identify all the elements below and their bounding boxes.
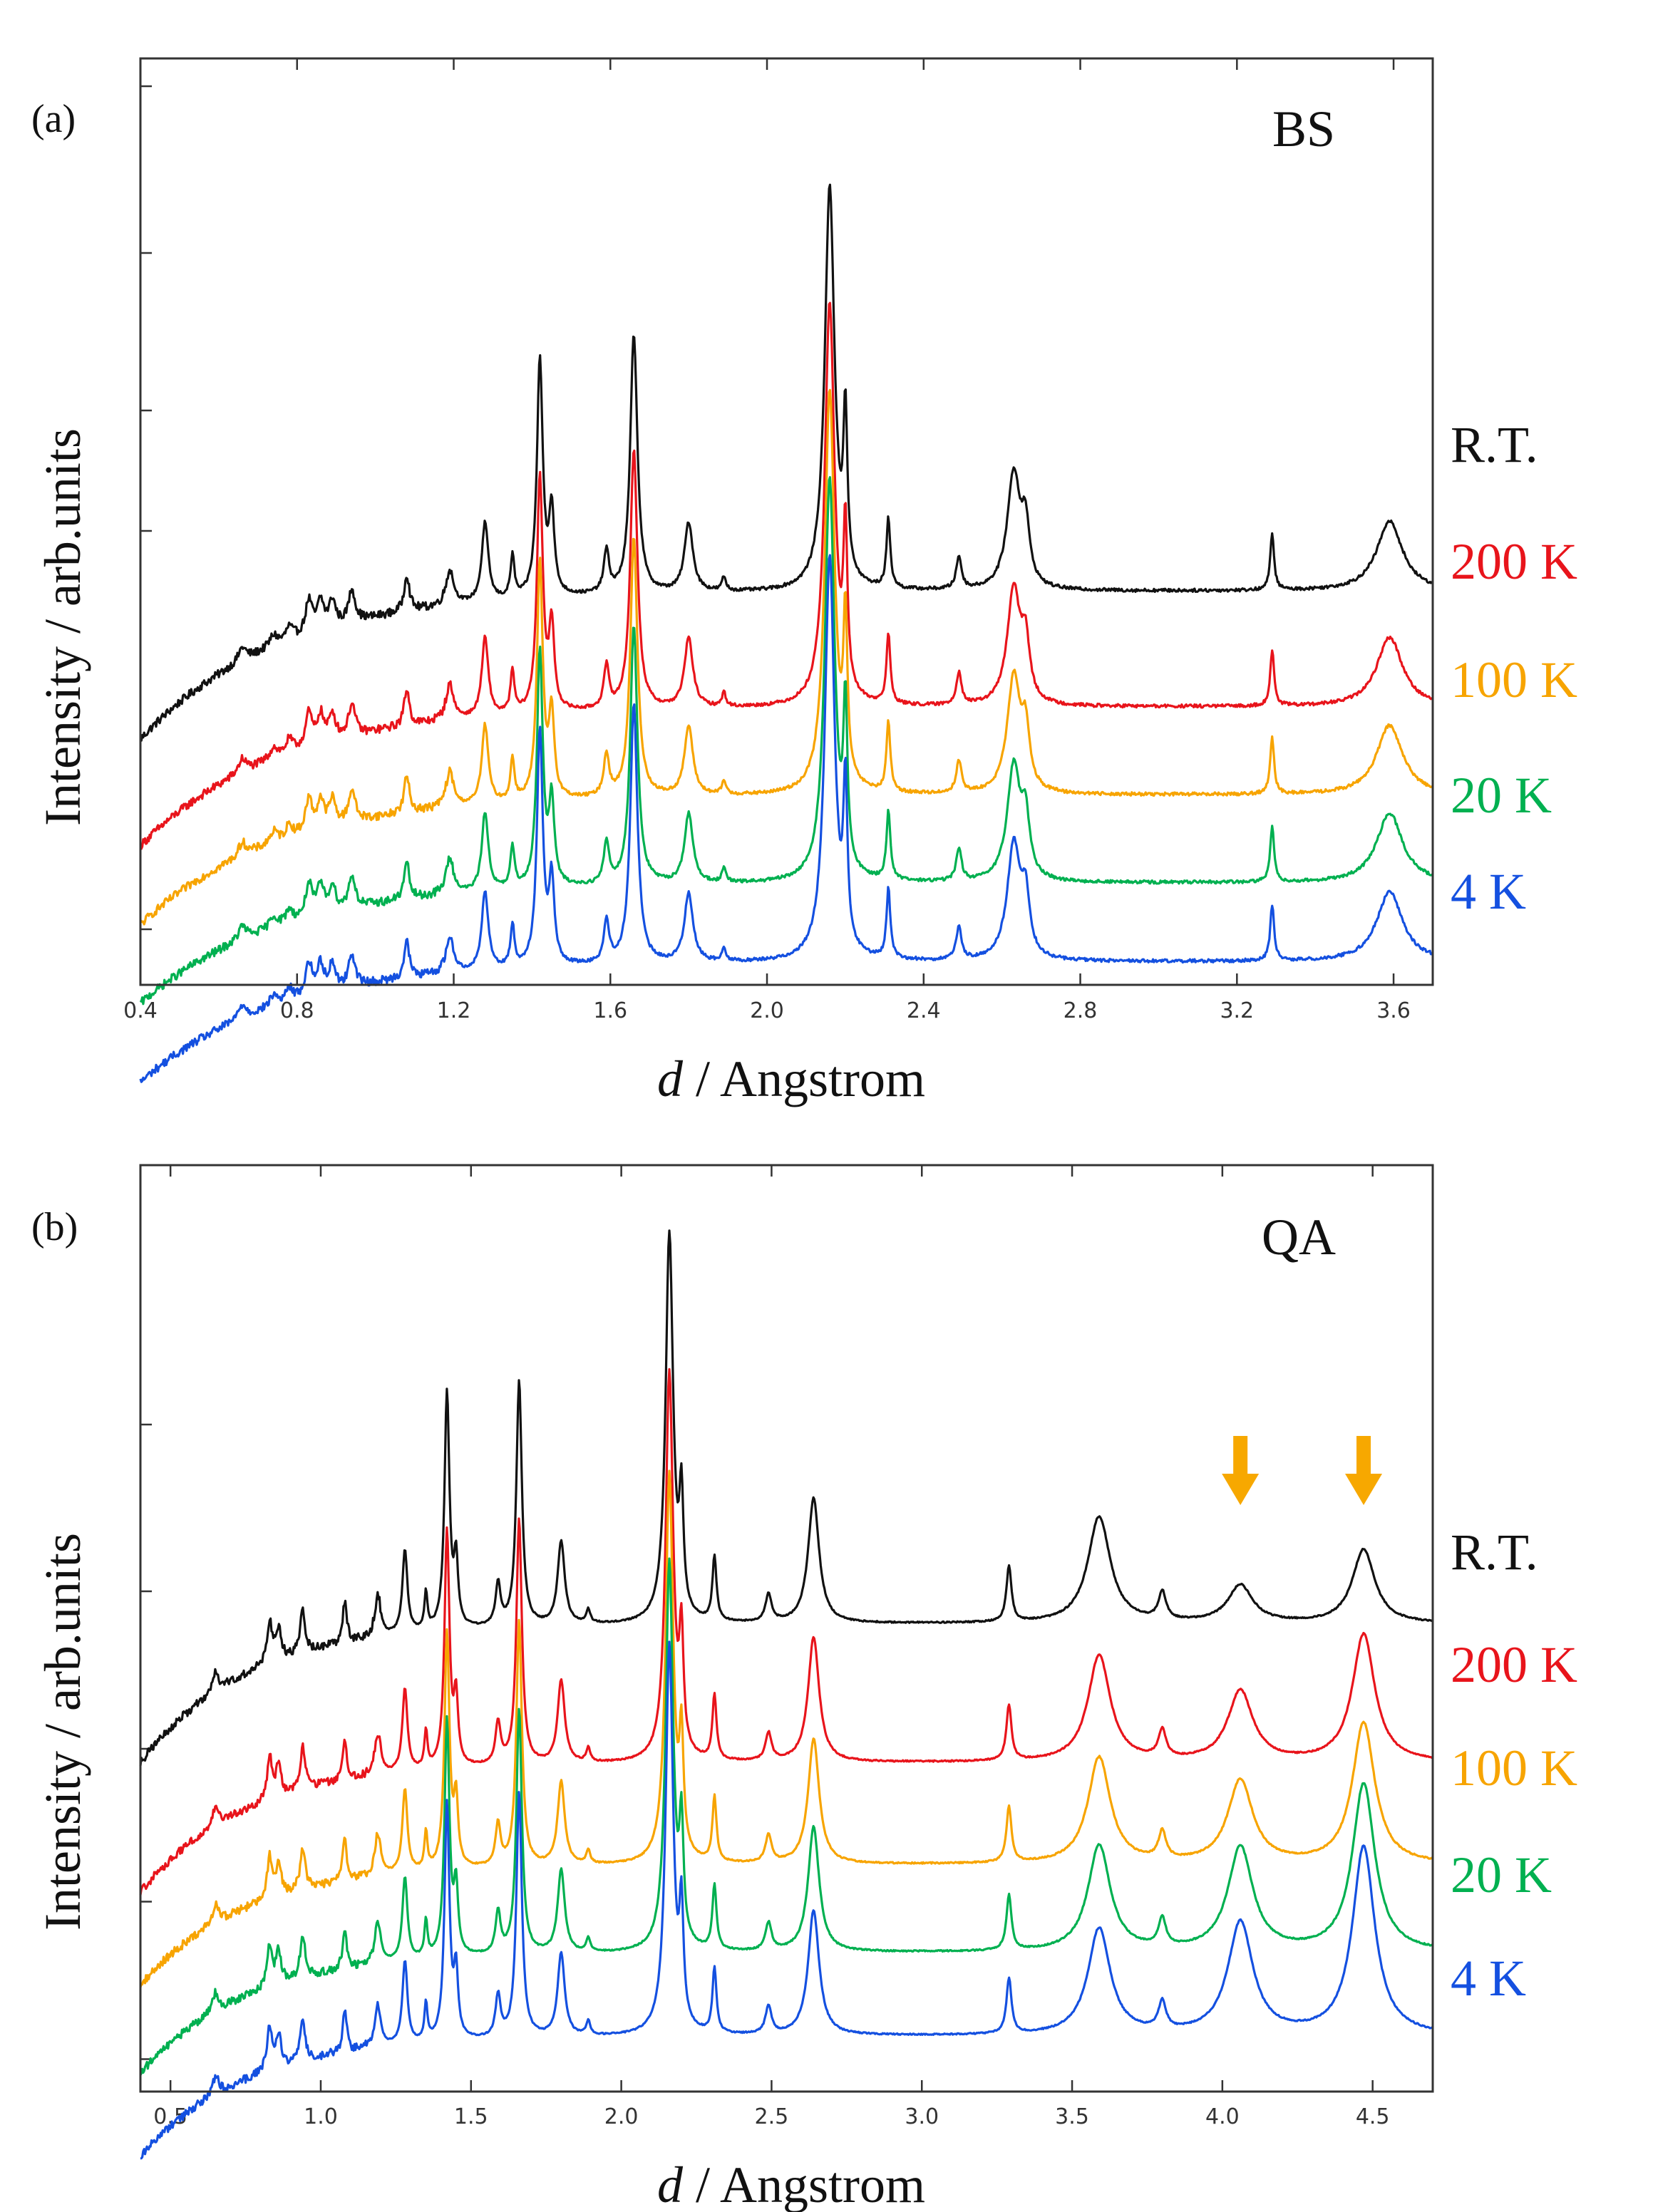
series-line-20-k [139,1557,1433,2076]
x-tick-label-0: 0.4 [123,998,158,1023]
legend-entry-100-k: 100 K [1451,651,1577,708]
x-tick-label-4: 2.5 [755,2104,789,2129]
panel-a-xlabel-symbol: d [657,1050,684,1107]
panel-b-ylabel: Intensity / arb.units [34,1533,91,1931]
panel-a-xlabel: d / Angstrom [657,1050,925,1107]
panel-b-xlabel-text: / Angstrom [696,2156,925,2212]
x-tick-label-6: 3.5 [1055,2104,1089,2129]
x-tick-label-2: 1.5 [454,2104,488,2129]
x-tick-label-4: 2.0 [750,998,784,1023]
x-tick-label-3: 2.0 [604,2104,639,2129]
series-line-20-k [139,476,1434,1006]
down-arrow-icon-0 [1222,1436,1260,1505]
x-tick-label-1: 1.0 [304,2104,338,2129]
legend-entry-r-t-: R.T. [1451,1524,1538,1581]
legend-entry-100-k: 100 K [1451,1740,1577,1797]
panel-a-sample-name: BS [1272,100,1335,157]
panel-b-plot-frame [139,1164,1434,2093]
panel-b-xlabel: d / Angstrom [657,2156,925,2212]
series-line-200-k [139,1368,1434,1896]
panel-b-arrows [1222,1436,1383,1505]
panel-a-series-group [139,183,1434,1083]
panel-a-plot-frame [139,57,1434,986]
panel-b-label: (b) [31,1205,78,1249]
series-line-r-t- [139,183,1433,742]
x-tick-label-8: 3.6 [1376,998,1411,1023]
panel-b-series-group [139,1229,1434,2160]
panel-b-x-tick-labels: 0.5 1.0 1.5 2.0 2.5 3.0 3.5 4.0 4.5 [153,2104,1389,2129]
down-arrow-icon-1 [1345,1436,1383,1505]
legend-entry-4-k: 4 K [1451,863,1526,920]
panel-a-label: (a) [31,97,76,141]
series-line-4-k [139,554,1434,1083]
panel-a: (a) BS Intensity / arb.units d / Angstro… [31,57,1577,1107]
series-line-100-k [139,1469,1433,1988]
x-tick-label-7: 3.2 [1220,998,1254,1023]
x-tick-label-5: 2.4 [907,998,941,1023]
legend-entry-4-k: 4 K [1451,1950,1526,2007]
x-tick-label-6: 2.8 [1064,998,1098,1023]
panel-a-axis-ticks [139,58,1395,985]
series-line-200-k [139,301,1433,850]
panel-b-xlabel-symbol: d [657,2156,684,2212]
panel-a-x-tick-labels: 0.4 0.8 1.2 1.6 2.0 2.4 2.8 3.2 3.6 [123,998,1411,1023]
panel-b-sample-name: QA [1262,1209,1336,1266]
panel-b-axis-ticks [140,1165,1374,2092]
x-tick-label-1: 0.8 [280,998,314,1023]
panel-b: (b) QA Intensity / arb.units d / Angstro… [31,1164,1577,2212]
x-tick-label-8: 4.5 [1356,2104,1390,2129]
series-line-4-k [140,1640,1433,2160]
legend-entry-20-k: 20 K [1451,767,1552,824]
series-line-r-t- [139,1229,1434,1766]
panel-b-legend: R.T. 200 K 100 K 20 K 4 K [1451,1524,1577,2007]
legend-entry-200-k: 200 K [1451,1636,1577,1693]
legend-entry-200-k: 200 K [1451,533,1577,590]
series-line-100-k [139,388,1433,926]
x-tick-label-3: 1.6 [593,998,627,1023]
panel-a-xlabel-text: / Angstrom [696,1050,925,1107]
panel-a-legend: R.T. 200 K 100 K 20 K 4 K [1451,416,1577,920]
x-tick-label-5: 3.0 [905,2104,939,2129]
x-tick-label-7: 4.0 [1205,2104,1240,2129]
legend-entry-r-t-: R.T. [1451,416,1538,473]
x-tick-label-2: 1.2 [437,998,471,1023]
panel-a-ylabel: Intensity / arb.units [34,428,91,826]
legend-entry-20-k: 20 K [1451,1846,1552,1903]
